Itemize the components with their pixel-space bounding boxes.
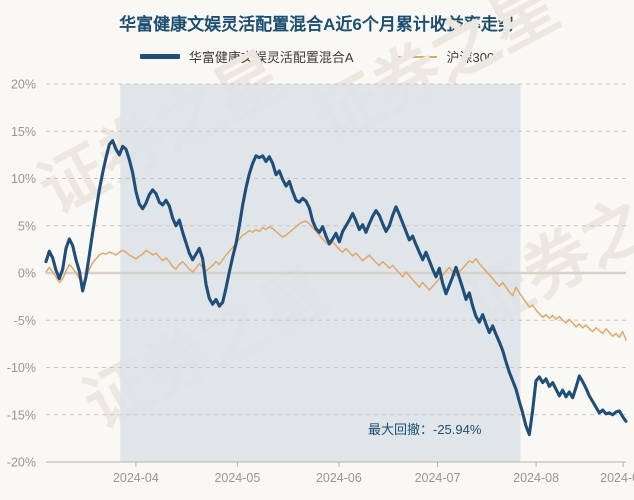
max-drawdown-annotation: 最大回撤：-25.94%	[368, 422, 482, 437]
x-tick-label-3: 2024-07	[415, 471, 461, 485]
y-tick-label-6: -10%	[7, 361, 36, 375]
legend-label-fund: 华富健康文娱灵活配置混合A	[188, 50, 354, 65]
y-tick-label-0: 20%	[11, 78, 36, 92]
legend-label-benchmark: 沪深300	[446, 50, 495, 65]
chart-legend: 华富健康文娱灵活配置混合A 沪深300	[0, 47, 634, 66]
legend-swatch-fund-icon	[139, 54, 180, 59]
y-tick-label-3: 5%	[18, 219, 36, 233]
legend-swatch-benchmark-icon	[397, 55, 438, 58]
y-tick-label-1: 15%	[11, 125, 36, 139]
series-line-benchmark	[45, 220, 627, 341]
y-tick-label-8: -20%	[7, 456, 36, 470]
x-tick-label-4: 2024-08	[513, 471, 559, 485]
legend-item-fund[interactable]: 华富健康文娱灵活配置混合A	[139, 47, 354, 66]
chart-title: 华富健康文娱灵活配置混合A近6个月累计收益率走势	[119, 15, 515, 34]
y-tick-label-7: -15%	[7, 408, 36, 422]
x-tick-label-1: 2024-05	[214, 471, 260, 485]
y-axis-labels: 20% 15% 10% 5% 0% -5% -10% -15% -20%	[7, 78, 36, 470]
y-tick-label-5: -5%	[14, 314, 36, 328]
axis-line	[46, 461, 626, 467]
x-tick-label-5: 2024-09	[600, 471, 634, 485]
series-line-fund	[44, 139, 628, 437]
x-tick-label-2: 2024-06	[316, 471, 362, 485]
x-axis-labels: 2024-04 2024-05 2024-06 2024-07 2024-08 2024-…	[113, 471, 634, 485]
y-tick-label-2: 10%	[11, 172, 36, 186]
legend-item-benchmark[interactable]: 沪深300	[397, 47, 494, 66]
x-tick-label-0: 2024-04	[113, 471, 159, 485]
y-tick-label-4: 0%	[18, 267, 36, 281]
data-series	[44, 139, 628, 437]
